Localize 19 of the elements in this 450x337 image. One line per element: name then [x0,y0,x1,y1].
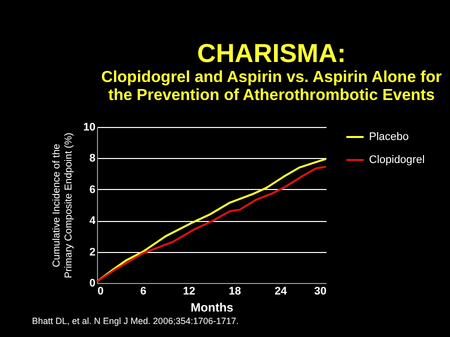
x-tick-label: 24 [274,286,288,298]
x-tick-label: 30 [314,286,326,298]
y-tick-label: 4 [89,215,96,228]
x-tick-label: 18 [228,286,242,298]
y-tick-label: 6 [89,184,96,196]
legend-label: Placebo [369,131,409,143]
text: Bhatt DL, et al. N Engl J Med. 2006;354:1706-1717. [32,316,239,326]
chart-subtitle: Clopidogrel and Aspirin vs. Aspirin Alone for the Prevention of Atherothrombotic Events [101,69,442,104]
x-tick-label: 6 [140,286,146,298]
x-tick-label: 12 [182,286,196,298]
y-axis-title: Cumulative Incidence of the Primary Composite Endpoint (%) [51,132,74,278]
y-tick-label: 0 [89,278,96,290]
y-tick-label: 10 [83,122,96,134]
y-tick-label: 8 [89,152,96,165]
x-axis-title: Months [190,300,234,314]
x-tick-label: 0 [98,286,104,298]
chart-title: CHARISMA: [197,38,346,68]
y-tick-label: 2 [89,246,96,258]
legend-label: Clopidogrel [369,154,425,166]
